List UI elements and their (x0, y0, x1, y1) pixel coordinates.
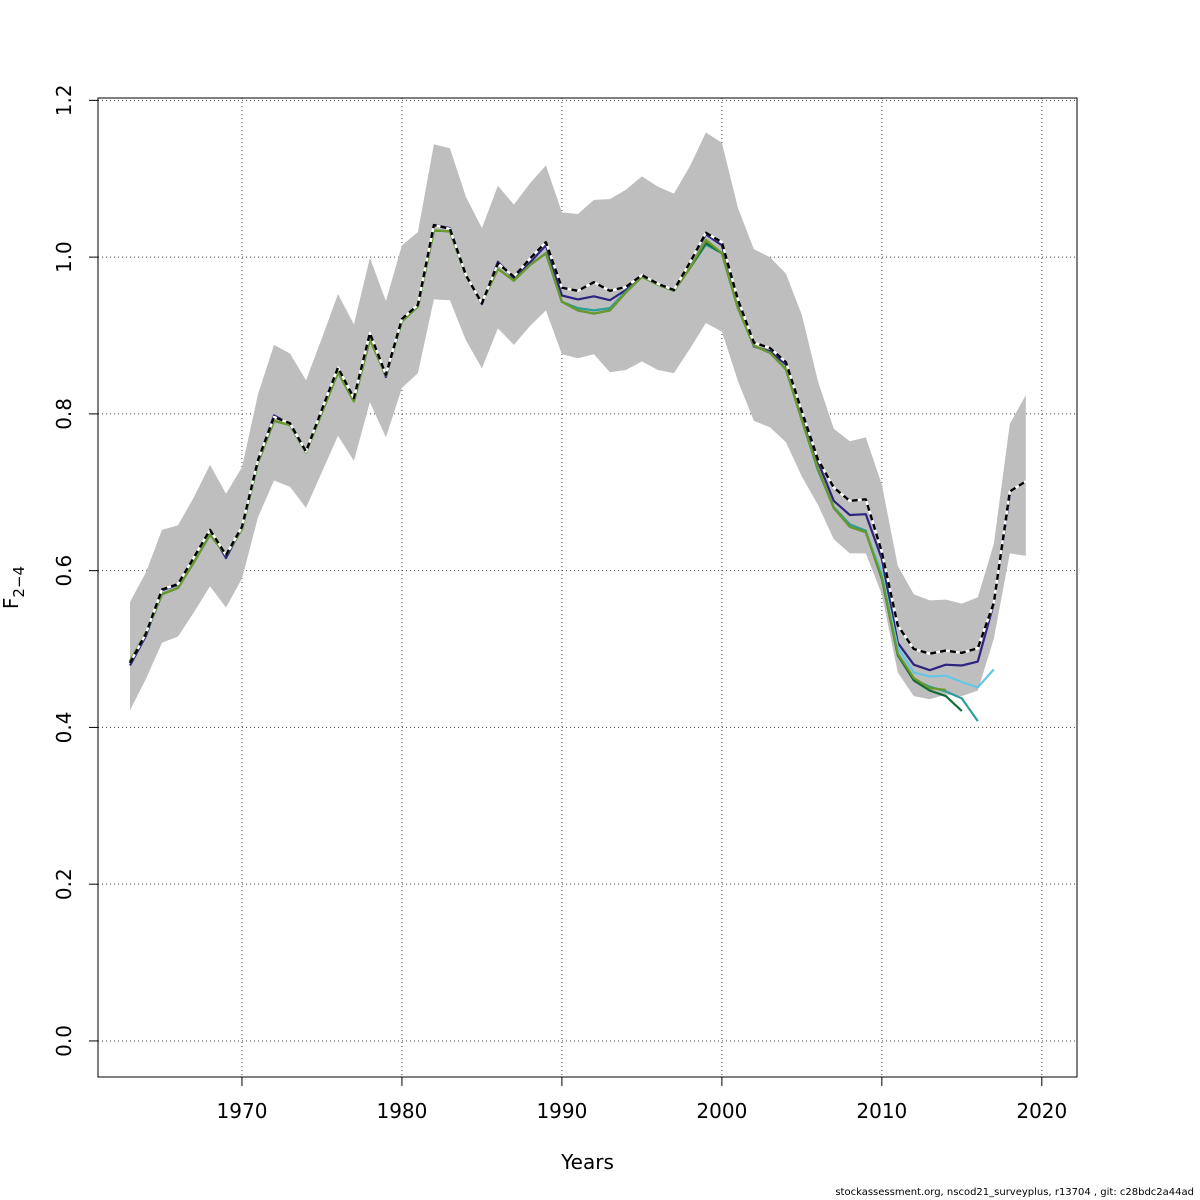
y-tick-label: 0.4 (52, 712, 76, 744)
x-tick-label: 1990 (536, 1099, 587, 1123)
y-tick-label: 0.6 (52, 555, 76, 587)
y-axis-title-main: F (0, 598, 23, 610)
y-axis-title-subscript: 2−4 (10, 566, 28, 598)
x-tick-label: 2020 (1016, 1099, 1067, 1123)
y-tick-label: 1.0 (52, 241, 76, 273)
x-axis: 1970 1980 1990 2000 2010 2020 (217, 1077, 1067, 1123)
footer-credit: stockassessment.org, nscod21_surveyplus,… (835, 1187, 1194, 1198)
y-tick-label: 0.2 (52, 868, 76, 900)
svg-text:F2−4: F2−4 (0, 566, 28, 609)
y-tick-label: 0.0 (52, 1025, 76, 1057)
x-axis-title: Years (560, 1150, 614, 1174)
x-tick-label: 1980 (376, 1099, 427, 1123)
x-tick-label: 1970 (217, 1099, 268, 1123)
y-tick-label: 1.2 (52, 84, 76, 116)
plot-frame (97, 97, 1078, 1078)
y-tick-label: 0.8 (52, 398, 76, 430)
series-lines (128, 223, 1027, 722)
y-axis: 0.0 0.2 0.4 0.6 0.8 1.0 1.2 (52, 84, 98, 1057)
y-axis-title: F2−4 (0, 566, 28, 609)
series-line-dashed (128, 223, 1027, 664)
x-tick-label: 2010 (856, 1099, 907, 1123)
x-tick-label: 2000 (696, 1099, 747, 1123)
